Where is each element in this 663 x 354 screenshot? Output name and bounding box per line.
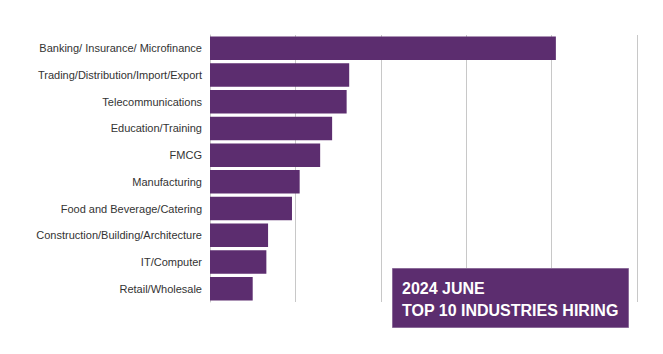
svg-text:Trading/Distribution/Import/Ex: Trading/Distribution/Import/Export [38, 69, 202, 81]
svg-text:Manufacturing: Manufacturing [132, 176, 202, 188]
svg-text:Banking/ Insurance/ Microfinan: Banking/ Insurance/ Microfinance [39, 42, 202, 54]
svg-text:Retail/Wholesale: Retail/Wholesale [119, 283, 202, 295]
svg-text:FMCG: FMCG [170, 149, 202, 161]
svg-text:Construction/Building/Architec: Construction/Building/Architecture [36, 229, 202, 241]
svg-text:2024 JUNE: 2024 JUNE [402, 280, 485, 297]
svg-text:Education/Training: Education/Training [111, 122, 202, 134]
svg-text:Telecommunications: Telecommunications [102, 96, 202, 108]
svg-text:TOP 10 INDUSTRIES HIRING: TOP 10 INDUSTRIES HIRING [402, 302, 618, 319]
svg-text:IT/Computer: IT/Computer [141, 256, 202, 268]
svg-text:Food and Beverage/Catering: Food and Beverage/Catering [61, 203, 202, 215]
